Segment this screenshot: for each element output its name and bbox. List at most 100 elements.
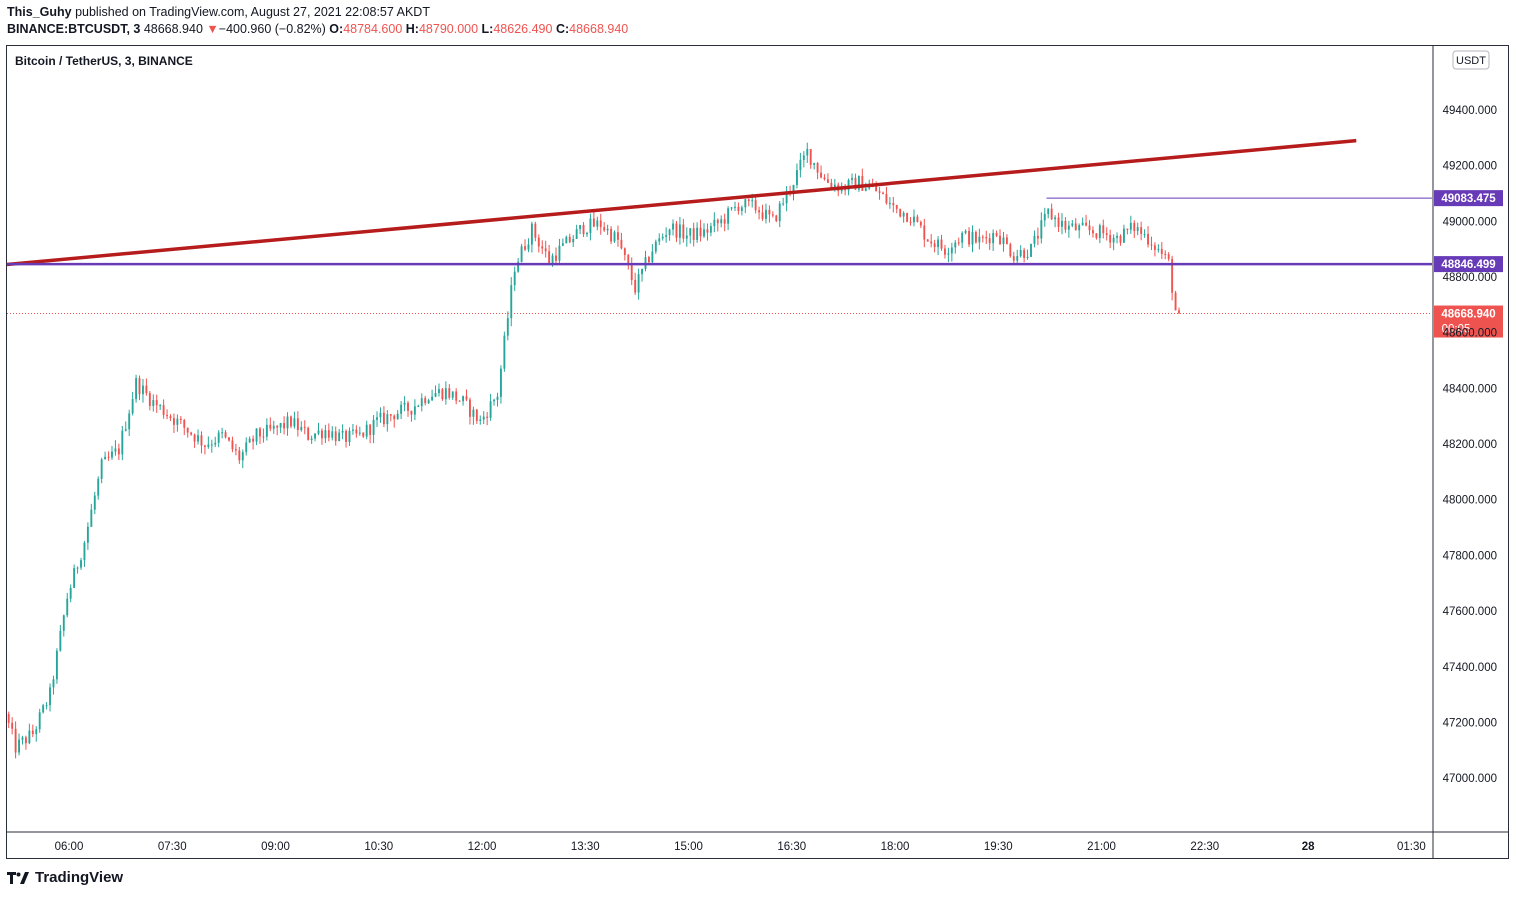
candle-body xyxy=(747,199,750,202)
candle-body xyxy=(992,232,995,244)
candle-body xyxy=(224,432,227,438)
candle-body xyxy=(296,418,299,431)
candle-body xyxy=(124,429,127,431)
down-arrow-icon: ▼ xyxy=(206,22,219,36)
candle-body xyxy=(458,400,461,402)
candle-body xyxy=(190,432,193,435)
candle-body xyxy=(90,509,93,527)
candle-body xyxy=(262,436,265,438)
time-tick-label: 18:00 xyxy=(881,841,910,853)
candle-body xyxy=(1002,237,1005,245)
time-axis[interactable]: 06:00 07:30 09:00 10:30 12:00 13:30 15:00 16:30… xyxy=(55,841,1426,853)
candle-body xyxy=(613,232,616,242)
candle-body xyxy=(310,438,313,440)
candle-body xyxy=(252,438,255,442)
candle-body xyxy=(1074,223,1077,231)
candle-body xyxy=(833,184,836,188)
candle-body xyxy=(974,231,977,243)
candle-body xyxy=(592,218,595,227)
chart-frame xyxy=(6,45,1509,859)
time-tick-label: 09:00 xyxy=(261,841,290,853)
candle-body xyxy=(782,203,785,205)
candle-body xyxy=(1064,220,1067,230)
candle-body xyxy=(720,219,723,224)
currency-button[interactable]: USDT xyxy=(1452,50,1490,70)
candle-body xyxy=(1047,208,1050,215)
candle-body xyxy=(217,432,220,443)
time-tick-label: 16:30 xyxy=(777,841,806,853)
candle-body xyxy=(768,209,771,215)
last-price-label: 48668.940 xyxy=(1441,309,1495,321)
candle-body xyxy=(537,237,540,247)
candle-body xyxy=(919,221,922,226)
level-price-tag xyxy=(1434,256,1503,273)
author-name[interactable]: This_Guhy xyxy=(7,5,72,19)
candle-body xyxy=(520,246,523,262)
candle-body xyxy=(348,430,351,443)
candle-body xyxy=(861,176,864,191)
candle-body xyxy=(148,393,151,406)
price-tick-label: 47400.000 xyxy=(1443,662,1497,674)
candle-body xyxy=(734,206,736,208)
candle-body xyxy=(1167,254,1170,259)
candle-body xyxy=(637,274,640,293)
candle-body xyxy=(1071,223,1074,226)
candle-body xyxy=(599,220,602,228)
candle-body xyxy=(761,212,764,219)
candle-body xyxy=(806,148,809,156)
candle-body xyxy=(276,425,279,428)
candle-body xyxy=(1119,236,1122,243)
price-axis[interactable]: 49400.000 49200.000 49000.000 48800.000 4860… xyxy=(1443,105,1497,785)
candle-body xyxy=(300,427,303,431)
candle-body xyxy=(964,230,967,233)
candle-body xyxy=(678,224,681,238)
candle-body xyxy=(1143,233,1146,235)
candle-body xyxy=(21,737,24,740)
candle-body xyxy=(1095,233,1098,238)
candle-body xyxy=(1157,248,1160,250)
candle-body xyxy=(696,227,699,240)
price-tick-label: 47000.000 xyxy=(1443,773,1497,785)
candle-body xyxy=(981,236,984,238)
last-price: 48668.940 xyxy=(143,22,203,36)
candle-body xyxy=(138,378,141,395)
candle-body xyxy=(121,430,124,455)
candle-body xyxy=(1171,258,1174,293)
candle-body xyxy=(486,416,489,418)
price-tick-label: 48000.000 xyxy=(1443,495,1497,507)
candle-body xyxy=(892,203,895,206)
candle-body xyxy=(930,241,933,244)
candle-body xyxy=(1005,237,1008,245)
trendline[interactable] xyxy=(6,138,1357,267)
price-tick-label: 49400.000 xyxy=(1443,105,1497,117)
candle-body xyxy=(1054,217,1057,220)
candle-body xyxy=(548,251,551,264)
candle-body xyxy=(420,398,423,406)
candle-body xyxy=(231,440,234,450)
candle-body xyxy=(961,232,964,243)
tradingview-logo[interactable]: TradingView xyxy=(7,869,123,886)
candle-body xyxy=(410,410,413,415)
open-label: O: xyxy=(329,22,344,36)
candle-body xyxy=(379,412,382,418)
candle-body xyxy=(14,728,17,753)
overlays-layer: 48846.499 49083.475 48668.940 00:05 xyxy=(6,138,1503,338)
candle-body xyxy=(186,427,189,433)
candle-body xyxy=(878,191,881,193)
candle-body xyxy=(895,205,898,209)
candle-body xyxy=(944,248,946,255)
candle-body xyxy=(135,378,138,400)
candle-body xyxy=(341,430,344,433)
candle-body xyxy=(771,214,774,216)
ohlc-bar: BINANCE:BTCUSDT, 3 48668.940 ▼−400.960 (… xyxy=(7,22,628,36)
candle-body xyxy=(241,452,244,461)
candle-body xyxy=(1067,225,1070,230)
candle-body xyxy=(1105,233,1108,236)
candle-body xyxy=(885,193,888,204)
price-tick-label: 48200.000 xyxy=(1443,439,1497,451)
candle-body xyxy=(269,424,272,429)
candle-body xyxy=(386,414,389,425)
candle-body xyxy=(906,212,909,222)
candle-body xyxy=(338,432,341,442)
